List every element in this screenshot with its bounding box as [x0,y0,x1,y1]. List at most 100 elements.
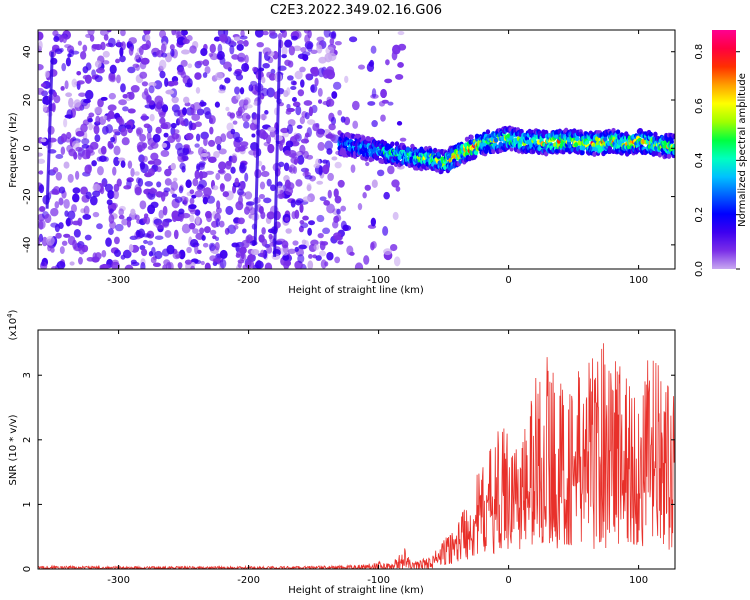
heatmap-cell [136,177,141,184]
heatmap-cell [260,170,270,178]
heatmap-cell [180,59,188,67]
heatmap-cell [73,99,81,108]
heatmap-cell [95,67,105,74]
heatmap-cell [389,244,398,252]
heatmap-cell [283,150,291,156]
heatmap-cell [80,123,88,133]
heatmap-cell [194,169,200,180]
heatmap-cell [181,212,191,219]
heatmap-cell [188,222,196,230]
heatmap-ridge-cell [554,148,560,154]
heatmap-cell [196,164,205,171]
heatmap-cell [200,260,205,266]
heatmap-cell [152,158,162,166]
heatmap-cell [181,223,191,234]
heatmap-cell [92,183,101,192]
heatmap-cell [306,154,314,160]
heatmap-cell [87,117,93,123]
heatmap-cell [76,70,82,76]
heatmap-cell [63,118,68,128]
heatmap-cell [240,30,245,38]
snr-y-ticks: 0 1 2 3 [22,372,675,572]
heatmap-cell [82,119,90,126]
heatmap-cell [118,119,123,125]
heatmap-cell [234,86,241,95]
heatmap-cell [207,139,216,147]
heatmap-cell [173,109,181,117]
heatmap-cell [121,218,129,226]
heatmap-cell [127,160,133,169]
heatmap-cell [194,244,199,255]
heatmap-cell [44,70,50,78]
heatmap-cell [147,168,155,176]
heatmap-cell [189,214,195,223]
snr-y-axis-label: SNR (10 * v/v) [8,414,19,485]
heatmap-cell [340,220,347,230]
x-tick-label: -200 [237,275,260,286]
heatmap-cell [182,153,189,162]
heatmap-cell [208,242,216,252]
heatmap-ridge-cell [580,149,585,156]
heatmap-cell [218,220,225,228]
heatmap-cell [229,44,235,55]
heatmap-cell [82,66,89,74]
heatmap-cell [236,251,245,256]
heatmap-cell [44,213,52,224]
heatmap-cell [119,55,126,63]
heatmap-cell [158,209,164,219]
heatmap-cell [64,80,69,90]
heatmap-ridge-cell [653,131,658,137]
heatmap-cell [183,144,190,149]
heatmap-cell [212,185,219,191]
x-tick-label: 100 [629,575,648,586]
heatmap-cell [160,149,170,158]
heatmap-cell [149,113,155,122]
heatmap-cell [94,44,103,51]
heatmap-cell [134,54,143,63]
heatmap-cell [285,109,292,115]
heatmap-cell [147,145,154,151]
heatmap-cell [324,140,334,151]
heatmap-cell [145,40,151,49]
heatmap-cell [164,168,172,177]
heatmap-cell [171,193,178,198]
heatmap-cell [319,196,327,202]
heatmap-cell [81,143,90,149]
heatmap-cell [148,81,157,87]
heatmap-cell [42,103,48,113]
heatmap-cell [58,197,64,206]
heatmap-cell [101,249,107,258]
heatmap-cell [214,72,224,81]
heatmap-cell [251,133,256,138]
heatmap-cell [329,37,335,46]
heatmap-cell [195,133,201,142]
heatmap-cell [93,124,100,135]
heatmap-cell [252,66,258,73]
heatmap-cell [40,261,45,267]
heatmap-cell [290,80,297,86]
heatmap-cell [171,133,180,140]
colorbar-ticks: 0.0 0.2 0.4 0.6 0.8 [694,44,740,277]
heatmap-cell [177,262,183,269]
heatmap-cell [264,110,269,115]
heatmap-ridge-cell [464,136,470,142]
heatmap-cell [365,161,370,167]
y-tick-label: 40 [22,45,33,58]
heatmap-cell [91,160,97,167]
heatmap-cell [288,166,293,173]
heatmap-x-axis-label: Height of straight line (km) [288,285,424,296]
heatmap-cell [204,111,212,120]
heatmap-cell [370,217,376,227]
heatmap-cell [244,191,253,200]
heatmap-cell [61,63,67,72]
heatmap-cell [209,126,214,135]
heatmap-cell [75,146,83,152]
heatmap-cell [241,62,250,73]
heatmap-cell [304,168,309,177]
heatmap-cell [55,171,63,181]
heatmap-ridge-cell [581,145,586,151]
heatmap-cell [214,242,220,251]
heatmap-cell [267,126,276,132]
heatmap-cell [284,216,290,222]
heatmap-cell [106,113,111,122]
